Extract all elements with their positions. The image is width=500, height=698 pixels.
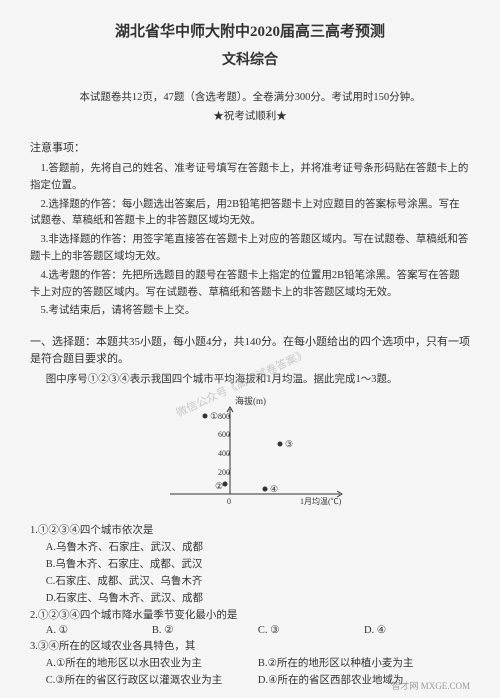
question-option: B. ② — [152, 624, 258, 636]
y-axis-label: 海拔(m) — [235, 395, 266, 406]
page-title-main: 湖北省华中师大附中2020届高三高考预测 — [30, 20, 470, 41]
point-label: ① — [210, 411, 218, 421]
chart-point — [223, 482, 228, 487]
exam-wish: ★祝考试顺利★ — [30, 108, 470, 123]
chart-container: 海拔(m) 800 600 400 200 0 1月均温(℃) ① ② ③ ④ — [30, 394, 470, 514]
instructions-heading: 注意事项： — [30, 139, 470, 155]
instruction-item: 2.选择题的作答：每小题选出答案后，用2B铅笔把答题卡上对应题目的答案标号涂黑。… — [30, 197, 470, 231]
footer-watermark: 智才网 MXGE.COM — [391, 679, 470, 692]
point-label: ② — [215, 481, 223, 491]
x-zero: 0 — [227, 497, 231, 506]
question-intro: 图中序号①②③④表示我国四个城市平均海拔和1月均温。据此完成1～3题。 — [46, 371, 470, 386]
instruction-item: 1.答题前，先将自己的姓名、准考证号填写在答题卡上，并将准考证号条形码贴在答题卡… — [30, 161, 470, 195]
instruction-item: 3.非选择题的作答：用签字笔直接答在答题卡上对应的答题区域内。写在试题卷、草稿纸… — [30, 232, 470, 266]
question-stem: 3.③④所在的区域农业各具特色，其 — [30, 638, 470, 653]
question-option: D. ④ — [364, 624, 470, 636]
section-one-heading: 一、选择题：本题共35小题，每小题4分，共140分。在每小题给出的四个选项中，只… — [30, 334, 470, 367]
chart-point — [278, 442, 283, 447]
page-title-sub: 文科综合 — [30, 49, 470, 69]
question-option: A.①所在的地形区以水田农业为主 — [46, 655, 258, 670]
question-stem: 1.①②③④四个城市依次是 — [30, 522, 470, 537]
question-option: B.乌鲁木齐、石家庄、成都、武汉 — [46, 556, 470, 571]
point-label: ④ — [270, 484, 278, 494]
instruction-item: 5.考试结束后，请将答题卡上交。 — [30, 303, 470, 320]
x-axis-label: 1月均温(℃) — [300, 496, 342, 506]
question-option: A.乌鲁木齐、石家庄、武汉、成都 — [46, 539, 470, 554]
question-option: A. ① — [46, 624, 152, 636]
question-option: B.②所在的地形区以种植小麦为主 — [258, 655, 470, 670]
question-option: D.石家庄、乌鲁木齐、武汉、成都 — [46, 590, 470, 605]
question-option: C.③所在的省区行政区以灌溉农业为主 — [46, 672, 258, 687]
instruction-item: 4.选考题的作答：先把所选题目的题号在答题卡上指定的位置用2B铅笔涂黑。答案写在… — [30, 268, 470, 302]
point-label: ③ — [285, 439, 293, 449]
chart-point — [263, 487, 268, 492]
chart-point — [203, 414, 208, 419]
question-option: C. ③ — [258, 624, 364, 636]
question-option: C.石家庄、成都、武汉、乌鲁木齐 — [46, 573, 470, 588]
question-stem: 2.①②③④四个城市降水量季节变化最小的是 — [30, 607, 470, 622]
scatter-chart: 海拔(m) 800 600 400 200 0 1月均温(℃) ① ② ③ ④ — [140, 394, 360, 514]
exam-info: 本试题卷共12页，47题（含选考题）。全卷满分300分。考试用时150分钟。 — [30, 89, 470, 104]
